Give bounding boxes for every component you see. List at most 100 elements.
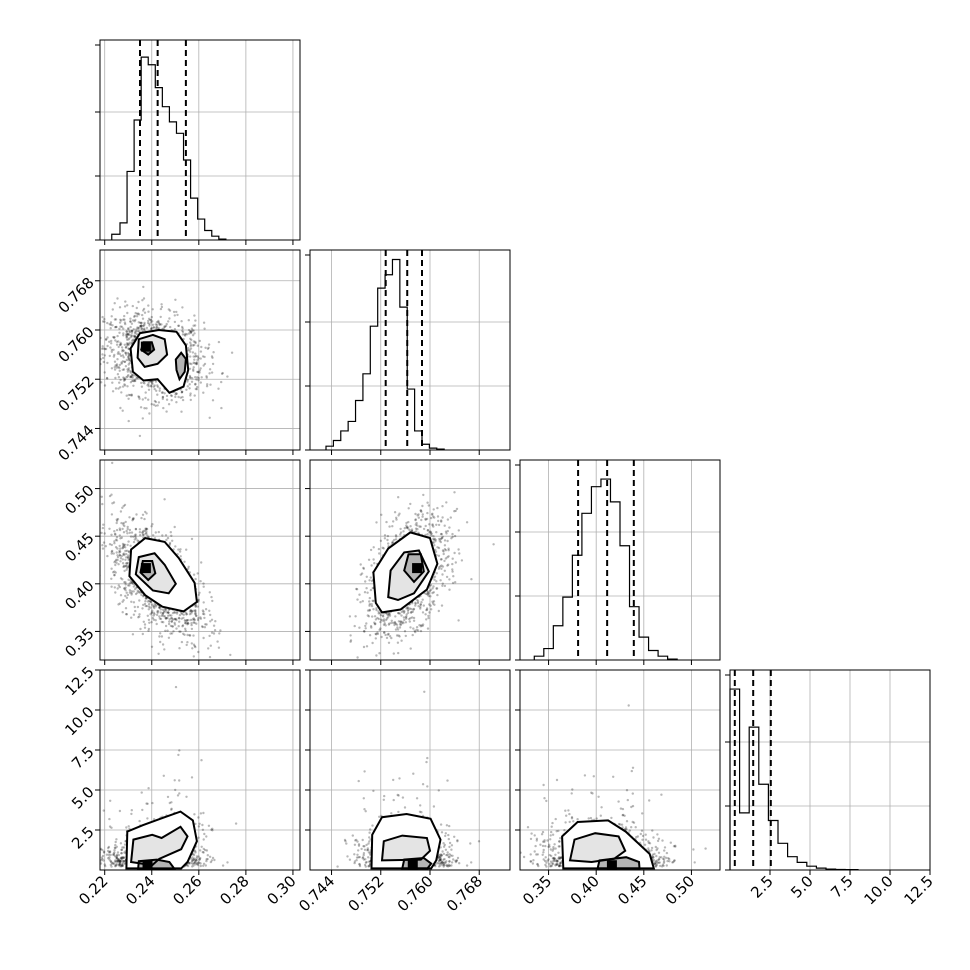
sample-point <box>189 355 192 358</box>
sample-point <box>163 325 166 329</box>
sample-point <box>114 865 117 868</box>
sample-point <box>149 600 152 603</box>
sample-point <box>404 616 408 619</box>
sample-point <box>424 517 427 521</box>
sample-point <box>186 385 189 388</box>
sample-point <box>115 853 119 856</box>
sample-point <box>150 611 154 615</box>
sample-point <box>465 521 469 524</box>
sample-point <box>442 552 445 556</box>
sample-point <box>120 391 123 394</box>
sample-point <box>164 609 167 612</box>
sample-point <box>408 620 411 623</box>
sample-point <box>117 864 120 867</box>
sample-point <box>146 600 150 603</box>
sample-point <box>399 622 402 626</box>
sample-point <box>378 652 381 655</box>
sample-point <box>122 543 126 546</box>
sample-point <box>118 544 121 548</box>
sample-point <box>113 573 116 577</box>
sample-point <box>387 641 391 644</box>
sample-point <box>129 325 132 329</box>
sample-point <box>419 629 423 633</box>
sample-point <box>189 376 192 379</box>
sample-point <box>177 616 181 620</box>
sample-point <box>196 385 199 389</box>
sample-point <box>124 351 127 354</box>
sample-point <box>111 390 115 393</box>
sample-point <box>190 338 193 342</box>
sample-point <box>121 846 124 849</box>
sample-point <box>419 605 422 609</box>
sample-point <box>189 608 192 612</box>
sample-point <box>432 585 435 588</box>
sample-point <box>167 320 170 323</box>
sample-point <box>134 528 138 531</box>
sample-point <box>378 611 381 615</box>
sample-point <box>202 364 205 367</box>
density-peak <box>412 563 423 574</box>
sample-point <box>109 863 113 867</box>
sample-point <box>363 630 366 633</box>
sample-point <box>212 624 216 627</box>
sample-point <box>211 599 214 603</box>
sample-point <box>178 550 182 553</box>
sample-point <box>194 850 197 853</box>
sample-point <box>139 406 143 409</box>
sample-point <box>193 813 196 816</box>
sample-point <box>117 863 121 866</box>
sample-point <box>143 327 146 330</box>
sample-point <box>361 600 364 603</box>
sample-point <box>126 375 129 378</box>
sample-point <box>122 368 126 371</box>
sample-point <box>184 629 187 632</box>
sample-point <box>414 527 418 530</box>
sample-point <box>133 331 137 335</box>
sample-point <box>426 593 429 596</box>
sample-point <box>195 614 198 618</box>
sample-point <box>142 324 146 327</box>
sample-point <box>135 332 138 336</box>
sample-point <box>113 336 116 339</box>
sample-point <box>398 626 402 629</box>
sample-point <box>184 621 187 625</box>
sample-point <box>440 564 443 567</box>
sample-point <box>194 340 197 344</box>
sample-point <box>203 355 206 359</box>
sample-point <box>112 336 116 339</box>
sample-point <box>122 564 126 567</box>
sample-point <box>388 614 392 617</box>
sample-point <box>175 392 178 395</box>
sample-point <box>131 304 134 308</box>
sample-point <box>121 578 124 581</box>
sample-point <box>226 861 229 864</box>
sample-point <box>443 569 446 572</box>
sample-point <box>134 533 137 536</box>
sample-point <box>133 335 136 338</box>
sample-point <box>113 561 116 564</box>
sample-point <box>119 406 122 410</box>
sample-point <box>129 535 133 538</box>
sample-point <box>432 538 436 541</box>
sample-point <box>199 350 203 353</box>
sample-point <box>115 558 118 561</box>
sample-point <box>143 623 147 626</box>
sample-point <box>134 592 138 596</box>
sample-point <box>170 660 172 662</box>
sample-point <box>139 627 142 631</box>
sample-point <box>119 510 123 513</box>
sample-point <box>427 592 431 595</box>
sample-point <box>121 409 124 412</box>
sample-point <box>390 621 393 625</box>
sample-point <box>154 323 157 326</box>
scatter-panel-1-0 <box>99 249 301 451</box>
sample-point <box>141 531 144 534</box>
sample-point <box>170 394 173 398</box>
sample-point <box>184 620 187 623</box>
sample-point <box>192 634 195 637</box>
sample-point <box>192 864 195 867</box>
sample-point <box>188 367 192 370</box>
histogram-step <box>111 56 227 240</box>
sample-point <box>169 531 172 534</box>
sample-point <box>159 611 162 614</box>
